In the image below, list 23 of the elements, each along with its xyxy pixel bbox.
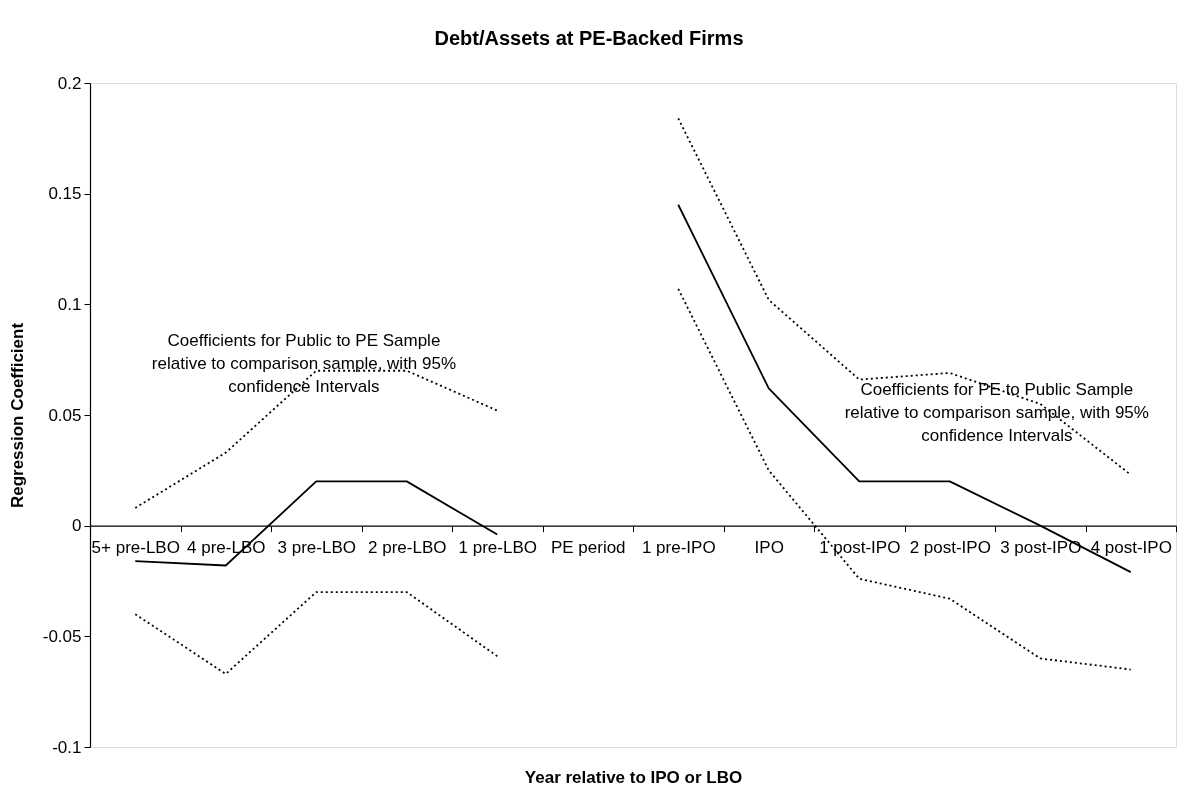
y-axis-title: Regression Coefficient — [7, 322, 27, 509]
annotation: Coefficients for Public to PE Sample relative to comparison sample, with 95% confidence Intervals — [151, 331, 457, 397]
x-tick-label: 3 post-IPO — [1000, 538, 1082, 558]
x-tick-label: 5+ pre-LBO — [91, 538, 180, 558]
x-tick-label: 2 pre-LBO — [368, 538, 447, 558]
y-tick-label: 0.1 — [57, 294, 82, 314]
x-tick-label: 1 pre-LBO — [458, 538, 537, 558]
x-tick-label: 4 post-IPO — [1090, 538, 1172, 558]
y-tick-label: 0.15 — [48, 184, 82, 204]
y-tick-label: 0.2 — [57, 73, 82, 93]
x-tick-label: 2 post-IPO — [909, 538, 991, 558]
x-tick-label: 3 pre-LBO — [277, 538, 356, 558]
annotation: Coefficients for PE to Public Sample relative to comparison sample, with 95% confidence Intervals — [844, 379, 1149, 445]
x-tick-label: 1 pre-IPO — [641, 538, 716, 558]
x-tick-label: IPO — [754, 538, 784, 558]
chart-title: Debt/Assets at PE-Backed Firms — [434, 27, 744, 49]
x-tick-label: 1 post-IPO — [819, 538, 901, 558]
y-tick-label: -0.05 — [42, 626, 82, 646]
x-tick-label: PE period — [550, 538, 626, 558]
y-tick-label: 0 — [72, 516, 82, 536]
x-axis-title: Year relative to IPO or LBO — [524, 767, 743, 787]
y-tick-label: 0.05 — [48, 405, 82, 425]
y-tick-label: -0.1 — [52, 737, 82, 757]
